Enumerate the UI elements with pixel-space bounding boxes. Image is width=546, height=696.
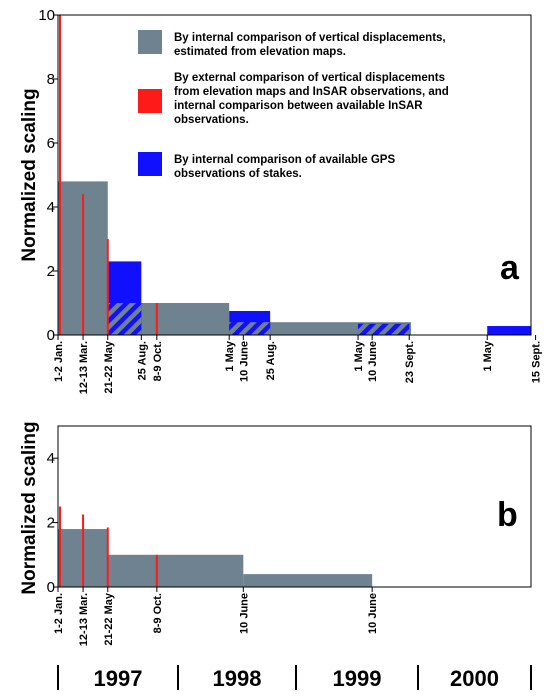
year-label: 1998 <box>213 666 262 691</box>
gps-elevation-overlap <box>229 322 271 335</box>
x-tick-label: 10 June <box>238 341 250 382</box>
x-tick-label: 1 May <box>224 340 236 371</box>
x-tick-label: 10 June <box>367 593 379 634</box>
y-tick-label: 0 <box>47 327 55 344</box>
legend-swatch-gps <box>138 152 162 176</box>
x-tick-label: 15 Sept. <box>531 341 543 383</box>
legend-text: internal comparison between available In… <box>174 100 423 112</box>
panel-b-ylabel: Normalized scaling <box>19 421 40 594</box>
elevation-bar <box>243 574 373 587</box>
panel-b-y-ticks: 0 2 4 <box>47 450 58 596</box>
legend-text: By internal comparison of vertical displ… <box>174 32 446 44</box>
panel-b-bars <box>58 506 373 587</box>
x-tick-label: 8-9 Oct. <box>152 593 164 633</box>
x-tick-label: 12-13 Mar. <box>78 341 90 394</box>
year-label: 2000 <box>450 666 499 691</box>
x-tick-label: 21-22 May <box>103 340 115 393</box>
y-tick-label: 2 <box>47 263 55 280</box>
x-tick-label: 10 June <box>367 341 379 382</box>
legend-text: By external comparison of vertical displ… <box>174 72 445 84</box>
y-tick-label: 10 <box>38 7 55 24</box>
panel-a: Normalized scaling 0 2 4 6 8 10 1-2 Jan. 12-13… <box>19 7 543 394</box>
y-tick-label: 8 <box>47 71 55 88</box>
year-label: 1999 <box>333 666 382 691</box>
y-tick-label: 4 <box>47 450 55 467</box>
year-axis: 1997 1998 1999 2000 <box>57 665 532 691</box>
panel-b-letter: b <box>497 496 518 534</box>
x-tick-label: 1-2 Jan. <box>53 341 65 382</box>
panel-a-ylabel: Normalized scaling <box>19 88 40 261</box>
panel-a-bars <box>58 15 531 335</box>
legend-text: estimated from elevation maps. <box>174 46 346 58</box>
gps-elevation-overlap <box>358 323 410 335</box>
x-tick-label: 1 May <box>482 340 494 371</box>
legend-swatch-elevation <box>138 30 162 54</box>
panel-a-letter: a <box>500 249 520 287</box>
y-tick-label: 6 <box>47 135 55 152</box>
panel-a-x-ticks: 1-2 Jan. 12-13 Mar. 21-22 May 25 Aug. 8-9 Oc… <box>53 335 543 394</box>
x-tick-label: 1-2 Jan. <box>53 593 65 634</box>
y-tick-label: 4 <box>47 199 55 216</box>
elevation-bar <box>107 554 244 587</box>
x-tick-label: 23 Sept. <box>404 341 416 383</box>
x-tick-label: 25 Aug. <box>136 341 148 380</box>
legend-text: observations. <box>174 114 249 126</box>
legend: By internal comparison of vertical displ… <box>138 30 449 180</box>
panel-b-frame <box>57 425 532 588</box>
legend-text: from elevation maps and InSAR observatio… <box>174 86 449 98</box>
x-tick-label: 12-13 Mar. <box>78 593 90 646</box>
panel-b: Normalized scaling 0 2 4 1-2 Jan. 12-13 Mar… <box>19 421 532 646</box>
panel-a-y-ticks: 0 2 4 6 8 10 <box>38 7 58 344</box>
x-tick-label: 10 June <box>238 593 250 634</box>
year-label: 1997 <box>94 666 143 691</box>
y-tick-label: 0 <box>47 579 55 596</box>
legend-text: By internal comparison of available GPS <box>174 154 395 166</box>
gps-elevation-overlap <box>107 303 142 335</box>
panel-a-frame <box>57 14 532 336</box>
legend-swatch-insar <box>138 89 162 113</box>
x-tick-label: 25 Aug. <box>265 341 277 380</box>
y-tick-label: 2 <box>47 515 55 532</box>
gps-bar <box>487 326 531 335</box>
x-tick-label: 1 May <box>353 340 365 371</box>
x-tick-label: 8-9 Oct. <box>152 341 164 381</box>
panel-b-x-ticks: 1-2 Jan. 12-13 Mar. 21-22 May 8-9 Oct. 10 Ju… <box>53 587 379 646</box>
legend-text: observations of stakes. <box>174 168 302 180</box>
x-tick-label: 21-22 May <box>103 592 115 645</box>
